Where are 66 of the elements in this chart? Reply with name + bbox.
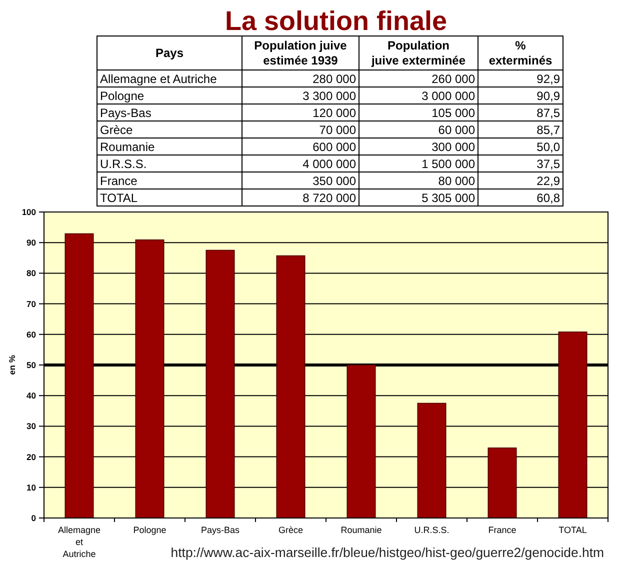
x-tick-label: Grèce bbox=[278, 525, 304, 535]
text: http://www.ac-aix-marseille.fr/bleue/histgeo/hist-geo/guerre2/genocide.htm bbox=[170, 545, 604, 560]
bar bbox=[135, 239, 164, 518]
y-tick-label: 0 bbox=[31, 513, 36, 523]
category-label: Grèce bbox=[100, 123, 134, 137]
data-label: 3 000 000 bbox=[422, 89, 476, 103]
y-tick-label: 20 bbox=[26, 452, 36, 462]
data-label: 37,5 bbox=[536, 157, 560, 171]
bar bbox=[558, 332, 588, 518]
category-label: France bbox=[100, 174, 138, 188]
text: % exterminés bbox=[488, 38, 553, 68]
category-label: Allemagne et Autriche bbox=[100, 72, 218, 86]
x-tick-label: Roumanie bbox=[340, 525, 382, 535]
category-label: Pays-Bas bbox=[100, 106, 152, 120]
data-label: 600 000 bbox=[312, 140, 356, 154]
category-label: Pologne bbox=[100, 89, 144, 103]
y-tick-label: 30 bbox=[26, 421, 36, 432]
text: Population juive exterminée bbox=[370, 38, 466, 68]
series-label: Population juive estimée 1939 bbox=[254, 38, 348, 68]
data-label: 5 305 000 bbox=[422, 191, 476, 205]
data-label: 4 000 000 bbox=[302, 157, 356, 171]
y-tick-label: 90 bbox=[26, 238, 36, 248]
data-label: 300 000 bbox=[432, 140, 476, 154]
bar bbox=[488, 448, 517, 518]
data-label: 105 000 bbox=[432, 106, 476, 120]
data-label: 87,5 bbox=[536, 106, 560, 120]
y-tick-label: 40 bbox=[26, 390, 36, 401]
y-axis-title: en % bbox=[7, 354, 17, 375]
x-tick-label: France bbox=[488, 525, 516, 535]
data-label: 85,7 bbox=[536, 123, 560, 137]
x-tick-label: Allemagne et Autriche bbox=[58, 525, 101, 559]
bar bbox=[64, 233, 94, 518]
data-label: 260 000 bbox=[432, 72, 476, 86]
bar bbox=[417, 402, 446, 518]
data-label: 60 000 bbox=[438, 123, 476, 137]
bar bbox=[206, 250, 235, 518]
data-label: 80 000 bbox=[438, 174, 476, 188]
x-tick-label: U.R.S.S. bbox=[414, 525, 450, 535]
x-tick-label: Pologne bbox=[133, 525, 166, 535]
data-label: 50,0 bbox=[536, 140, 560, 154]
category-label: Roumanie bbox=[100, 140, 156, 154]
data-label: 3 300 000 bbox=[302, 89, 356, 103]
data-label: 350 000 bbox=[312, 174, 356, 188]
y-tick-label: 50 bbox=[26, 360, 36, 370]
y-tick-label: 100 bbox=[22, 207, 36, 217]
data-label: 92,9 bbox=[536, 72, 560, 86]
x-tick-label: TOTAL bbox=[558, 525, 587, 535]
y-tick-label: 10 bbox=[26, 482, 36, 492]
y-tick-label: 70 bbox=[26, 298, 36, 309]
data-label: 120 000 bbox=[312, 106, 356, 120]
data-label: 22,9 bbox=[536, 174, 560, 188]
data-label: 8 720 000 bbox=[302, 191, 356, 205]
x-tick-label: Pays-Bas bbox=[200, 525, 240, 535]
y-tick-label: 60 bbox=[26, 329, 36, 340]
data-label: 60,8 bbox=[536, 191, 560, 205]
category-label: U.R.S.S. bbox=[100, 157, 147, 171]
data-label: 90,9 bbox=[536, 89, 560, 103]
bar bbox=[276, 255, 306, 518]
text: Pays bbox=[155, 46, 184, 60]
y-tick-label: 80 bbox=[26, 268, 36, 278]
text: La solution finale bbox=[224, 6, 448, 36]
data-label: 1 500 000 bbox=[422, 157, 476, 171]
data-label: 280 000 bbox=[312, 72, 356, 86]
data-label: 70 000 bbox=[319, 123, 356, 137]
category-label: TOTAL bbox=[100, 191, 138, 205]
bar bbox=[346, 364, 376, 518]
